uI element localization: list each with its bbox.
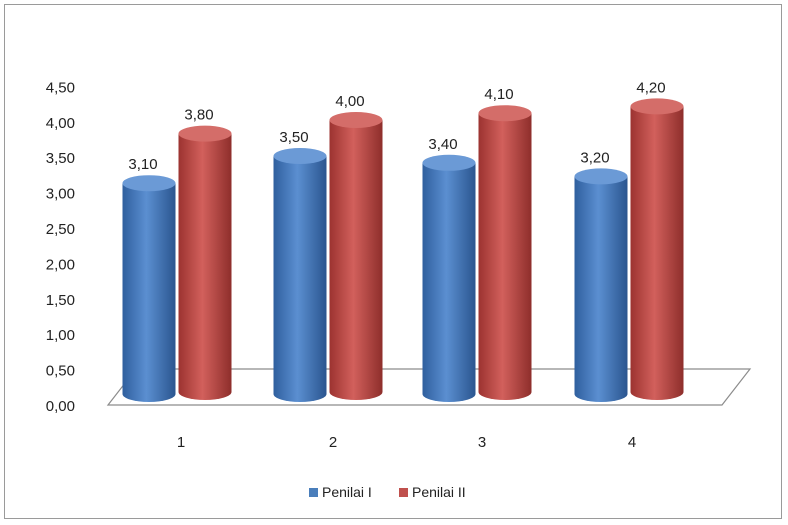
bar-body [122, 183, 176, 402]
bar [273, 148, 327, 402]
data-label: 3,40 [428, 136, 457, 153]
y-tick-label: 1,50 [46, 292, 75, 309]
bar [574, 168, 628, 402]
legend-label: Penilai II [412, 484, 466, 500]
y-tick-label: 4,50 [46, 79, 75, 96]
bar [630, 98, 684, 401]
bar-body [273, 156, 327, 402]
bar-top [178, 125, 232, 142]
bar-chart: 0,00 0,50 1,00 1,50 2,00 2,50 3,00 3,50 4,00 4,50… [46, 79, 752, 500]
x-axis: 1 2 3 4 [177, 434, 636, 451]
legend-label: Penilai I [322, 484, 372, 500]
bars-group: 3,10 3,80 3,50 4,00 3,40 4,10 3,20 4,20 [122, 79, 684, 402]
bar-body [422, 162, 476, 402]
y-tick-label: 2,50 [46, 221, 75, 238]
x-tick-label: 3 [478, 434, 486, 451]
y-tick-label: 4,00 [46, 115, 75, 132]
x-tick-label: 1 [177, 434, 185, 451]
data-label: 3,10 [128, 156, 157, 173]
bar-body [478, 113, 532, 400]
bar [422, 154, 476, 402]
y-tick-label: 2,00 [46, 256, 75, 273]
legend-swatch [309, 488, 318, 497]
bar-body [630, 106, 684, 401]
bar-body [178, 133, 232, 400]
x-tick-label: 2 [329, 434, 337, 451]
data-label: 3,50 [279, 129, 308, 146]
chart-frame: 0,00 0,50 1,00 1,50 2,00 2,50 3,00 3,50 4,00 4,50… [4, 4, 782, 519]
bar-top [574, 168, 628, 185]
data-label: 4,10 [484, 86, 513, 103]
bar-top [273, 148, 327, 164]
bar-top [478, 105, 532, 122]
data-label: 4,00 [335, 93, 364, 110]
y-tick-label: 1,00 [46, 327, 75, 344]
y-tick-label: 3,50 [46, 150, 75, 167]
legend-swatch [399, 488, 408, 497]
x-tick-label: 4 [628, 434, 636, 451]
legend: Penilai I Penilai II [309, 484, 466, 500]
bar [122, 175, 176, 402]
y-tick-label: 3,00 [46, 186, 75, 203]
y-axis: 0,00 0,50 1,00 1,50 2,00 2,50 3,00 3,50 4,00 4,50 [46, 79, 75, 415]
y-tick-label: 0,50 [46, 363, 75, 380]
bar [329, 112, 383, 400]
data-label: 4,20 [636, 79, 665, 96]
bar-top [329, 112, 383, 128]
y-tick-label: 0,00 [46, 398, 75, 415]
data-label: 3,80 [184, 107, 213, 124]
bar [178, 125, 232, 400]
bar-top [630, 98, 684, 115]
data-label: 3,20 [580, 149, 609, 166]
bar-body [329, 120, 383, 400]
bar-top [422, 154, 476, 171]
bar [478, 105, 532, 400]
bar-top [122, 175, 176, 192]
bar-body [574, 176, 628, 402]
